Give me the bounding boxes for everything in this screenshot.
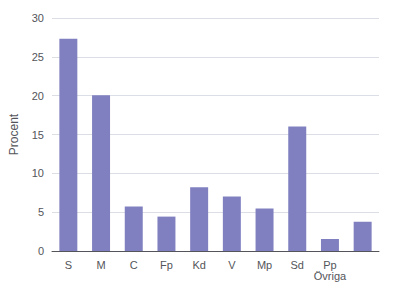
svg-text:Mp: Mp bbox=[257, 259, 272, 271]
svg-text:Sd: Sd bbox=[291, 259, 304, 271]
svg-text:5: 5 bbox=[38, 206, 44, 218]
svg-text:25: 25 bbox=[32, 51, 44, 63]
svg-text:V: V bbox=[228, 259, 236, 271]
svg-text:Procent: Procent bbox=[7, 113, 21, 155]
svg-text:Fp: Fp bbox=[160, 259, 173, 271]
svg-text:30: 30 bbox=[32, 12, 44, 24]
svg-text:0: 0 bbox=[38, 245, 44, 257]
svg-text:M: M bbox=[96, 259, 105, 271]
svg-text:10: 10 bbox=[32, 167, 44, 179]
svg-text:S: S bbox=[65, 259, 72, 271]
svg-text:Kd: Kd bbox=[192, 259, 205, 271]
svg-text:20: 20 bbox=[32, 90, 44, 102]
svg-text:15: 15 bbox=[32, 129, 44, 141]
svg-text:Övriga: Övriga bbox=[314, 270, 347, 282]
svg-text:C: C bbox=[130, 259, 138, 271]
svg-text:Pp: Pp bbox=[323, 258, 337, 271]
